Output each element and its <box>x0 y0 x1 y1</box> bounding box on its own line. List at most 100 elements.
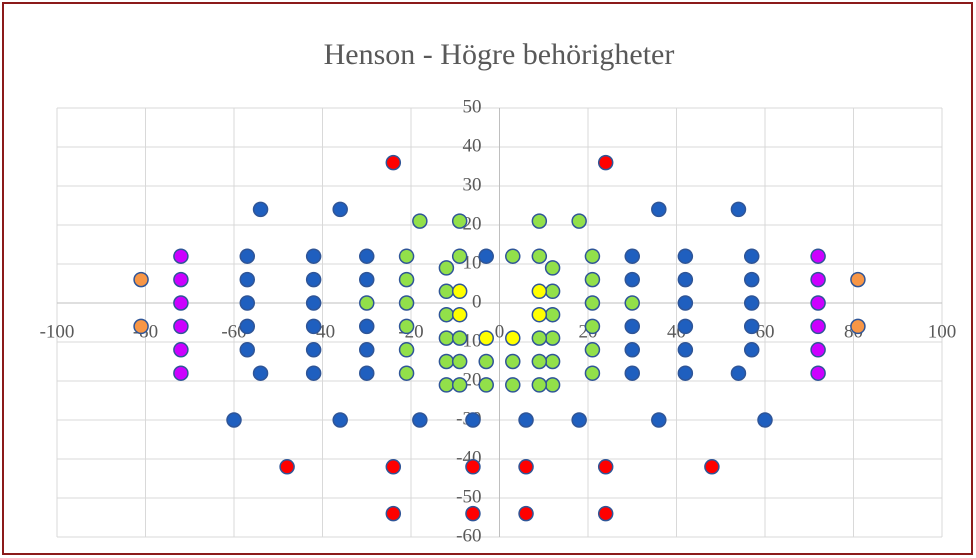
point <box>332 201 348 218</box>
point <box>624 342 640 358</box>
point <box>624 365 640 381</box>
point <box>239 342 256 358</box>
point <box>398 318 415 335</box>
point <box>531 377 548 393</box>
point <box>571 213 587 229</box>
point <box>544 353 561 370</box>
point <box>518 505 534 522</box>
point <box>544 283 561 300</box>
point <box>173 318 189 335</box>
y-tick-label: 0 <box>472 291 482 312</box>
point <box>651 412 667 428</box>
point <box>757 412 773 428</box>
point <box>505 377 521 393</box>
point <box>438 353 455 370</box>
point <box>478 353 494 370</box>
point <box>624 271 640 288</box>
point <box>478 330 494 346</box>
point <box>544 260 561 276</box>
point <box>531 283 548 300</box>
point <box>398 295 415 311</box>
point <box>597 154 614 171</box>
point <box>624 248 640 264</box>
point <box>173 342 189 358</box>
point <box>597 505 614 522</box>
point <box>451 306 468 323</box>
point <box>505 248 521 264</box>
point <box>305 248 322 264</box>
point <box>743 271 760 288</box>
y-tick-label: 50 <box>463 96 482 117</box>
point <box>505 353 521 370</box>
point <box>465 412 481 428</box>
point <box>398 271 415 288</box>
point <box>584 248 601 264</box>
point <box>677 271 694 288</box>
point <box>584 271 601 288</box>
y-tick-label: 30 <box>463 174 482 195</box>
point <box>518 459 534 475</box>
y-tick-label: -60 <box>456 525 481 546</box>
point <box>385 505 402 522</box>
point <box>398 365 415 381</box>
y-tick-label: -50 <box>456 486 481 507</box>
point <box>385 154 402 171</box>
point <box>624 318 640 335</box>
point <box>451 283 468 300</box>
point <box>584 342 601 358</box>
point <box>624 295 640 311</box>
point <box>451 248 468 264</box>
point <box>239 295 256 311</box>
point <box>544 306 561 323</box>
point <box>704 459 720 475</box>
point <box>743 342 760 358</box>
point <box>173 271 189 288</box>
x-tick-label: 0 <box>495 321 505 342</box>
point <box>531 330 548 346</box>
point <box>252 201 269 218</box>
point <box>518 412 534 428</box>
point <box>438 283 455 300</box>
point <box>305 342 322 358</box>
point <box>465 505 481 522</box>
point <box>305 365 322 381</box>
point <box>438 260 455 276</box>
point <box>305 318 322 335</box>
point <box>359 248 375 264</box>
x-tick-label: 60 <box>756 321 775 342</box>
point <box>359 365 375 381</box>
point <box>584 295 601 311</box>
point <box>810 295 826 311</box>
point <box>359 342 375 358</box>
point <box>438 330 455 346</box>
point <box>544 330 561 346</box>
point <box>478 377 494 393</box>
point <box>531 306 548 323</box>
point <box>730 365 747 381</box>
point <box>743 248 760 264</box>
point <box>173 295 189 311</box>
point <box>677 295 694 311</box>
point <box>239 271 256 288</box>
point <box>651 201 667 218</box>
point <box>584 365 601 381</box>
point <box>359 318 375 335</box>
point <box>465 459 481 475</box>
point <box>398 248 415 264</box>
point <box>359 295 375 311</box>
point <box>571 412 587 428</box>
point <box>677 248 694 264</box>
point <box>810 365 826 381</box>
point <box>451 353 468 370</box>
point <box>451 213 468 229</box>
point <box>305 295 322 311</box>
point <box>531 248 548 264</box>
point <box>743 318 760 335</box>
point <box>850 271 866 288</box>
point <box>531 353 548 370</box>
point <box>252 365 269 381</box>
point <box>305 271 322 288</box>
x-tick-label: 100 <box>928 321 957 342</box>
point <box>584 318 601 335</box>
